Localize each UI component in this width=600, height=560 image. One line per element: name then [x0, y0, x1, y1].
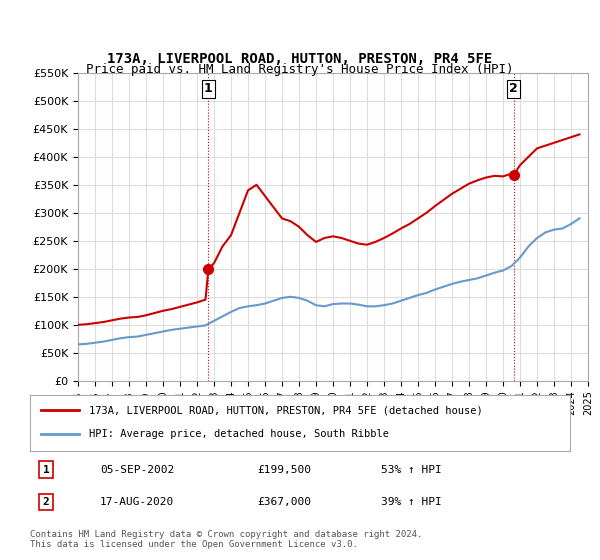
Text: HPI: Average price, detached house, South Ribble: HPI: Average price, detached house, Sout… — [89, 429, 389, 439]
Text: 2: 2 — [509, 82, 518, 95]
Text: Contains HM Land Registry data © Crown copyright and database right 2024.: Contains HM Land Registry data © Crown c… — [30, 530, 422, 539]
Text: 1: 1 — [43, 465, 50, 475]
Text: 1: 1 — [204, 82, 213, 95]
Text: 2: 2 — [43, 497, 50, 507]
Text: Price paid vs. HM Land Registry's House Price Index (HPI): Price paid vs. HM Land Registry's House … — [86, 63, 514, 77]
Text: 53% ↑ HPI: 53% ↑ HPI — [381, 465, 442, 475]
Text: 173A, LIVERPOOL ROAD, HUTTON, PRESTON, PR4 5FE (detached house): 173A, LIVERPOOL ROAD, HUTTON, PRESTON, P… — [89, 405, 483, 416]
Text: 173A, LIVERPOOL ROAD, HUTTON, PRESTON, PR4 5FE: 173A, LIVERPOOL ROAD, HUTTON, PRESTON, P… — [107, 52, 493, 66]
Text: This data is licensed under the Open Government Licence v3.0.: This data is licensed under the Open Gov… — [30, 540, 358, 549]
Text: £367,000: £367,000 — [257, 497, 311, 507]
Text: 17-AUG-2020: 17-AUG-2020 — [100, 497, 175, 507]
Text: 39% ↑ HPI: 39% ↑ HPI — [381, 497, 442, 507]
Text: 05-SEP-2002: 05-SEP-2002 — [100, 465, 175, 475]
Text: £199,500: £199,500 — [257, 465, 311, 475]
